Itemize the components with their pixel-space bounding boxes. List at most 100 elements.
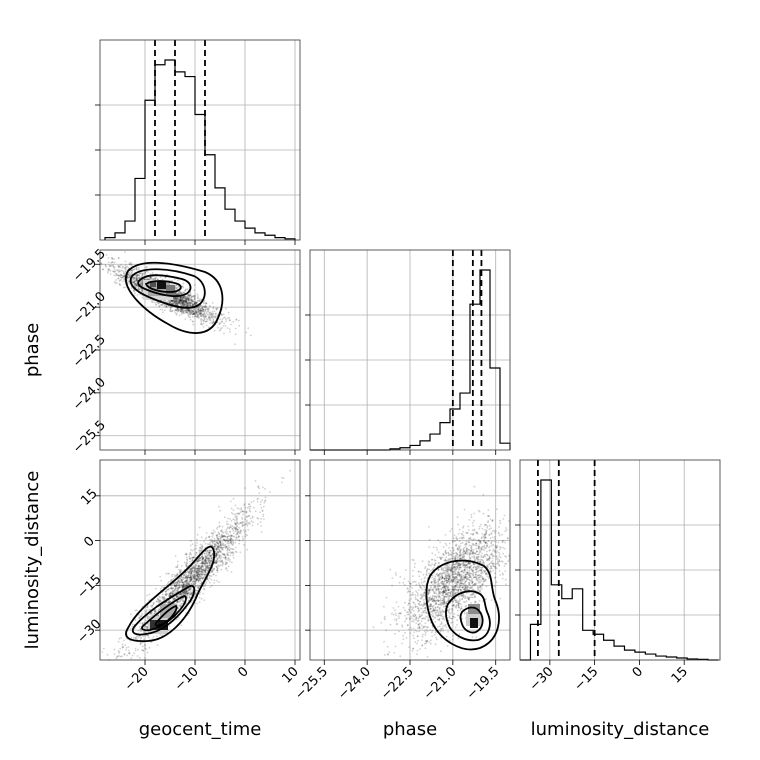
scatter-point (130, 636, 133, 639)
scatter-point (165, 306, 168, 309)
scatter-point (211, 316, 214, 319)
scatter-point (194, 581, 197, 584)
scatter-point (130, 264, 133, 266)
scatter-point (201, 558, 204, 561)
scatter-point (203, 305, 206, 308)
scatter-point (206, 562, 209, 564)
scatter-point (124, 250, 126, 253)
scatter-point (216, 528, 218, 530)
scatter-point (114, 270, 116, 273)
scatter-point (203, 310, 206, 313)
scatter-point (182, 303, 184, 306)
ticks-phase-hist (305, 314, 497, 455)
scatter-point (232, 532, 235, 535)
scatter-point (226, 530, 228, 533)
scatter-point (122, 275, 125, 278)
scatter-point (244, 533, 247, 536)
ticks-phase-vs-geocent-time: −25.5−24.0−22.5−21.0−19.5 (70, 246, 296, 457)
scatter-point (174, 586, 177, 588)
scatter-point (226, 327, 229, 329)
scatter-point (140, 283, 143, 286)
scatter-point (134, 284, 137, 287)
scatter-point (138, 656, 141, 659)
scatter-point (133, 280, 135, 283)
scatter-point (146, 605, 149, 608)
scatter-point (217, 326, 219, 329)
scatter-point (124, 644, 127, 646)
scatter-point (121, 655, 123, 657)
y-tick-label: −25.5 (70, 418, 109, 457)
scatter-point (189, 544, 192, 547)
scatter-point (228, 558, 231, 561)
scatter-point (198, 593, 201, 596)
scatter-point (118, 274, 121, 276)
scatter-point (209, 322, 212, 325)
scatter-point (208, 549, 211, 552)
scatter-point (253, 506, 255, 509)
scatter-point (170, 299, 173, 302)
scatter-point (136, 638, 139, 640)
scatter-point (200, 311, 203, 314)
scatter-point (220, 568, 223, 571)
scatter-point (175, 287, 177, 289)
scatter-point (178, 290, 181, 293)
scatter-point (105, 265, 108, 268)
scatter-point (210, 315, 212, 318)
scatter-point (189, 294, 192, 296)
scatter-point (184, 289, 186, 292)
scatter-point (204, 309, 207, 312)
scatter-point (183, 561, 186, 564)
scatter-point (171, 299, 174, 302)
data-phase-vs-geocent-time (99, 250, 252, 346)
scatter-point (183, 297, 186, 300)
scatter-point (203, 312, 206, 315)
scatter-point (488, 534, 490, 536)
scatter-point (201, 560, 204, 563)
scatter-point (176, 287, 178, 290)
scatter-point (221, 318, 224, 320)
scatter-point (252, 500, 255, 502)
scatter-point (161, 304, 164, 306)
scatter-point (191, 300, 193, 303)
scatter-point (102, 268, 105, 271)
scatter-point (216, 569, 219, 571)
scatter-point (213, 579, 216, 582)
scatter-point (203, 315, 205, 317)
scatter-point (179, 299, 182, 301)
scatter-point (423, 630, 426, 633)
scatter-point (118, 650, 121, 653)
scatter-point (203, 312, 206, 314)
scatter-point (199, 557, 201, 560)
scatter-point (151, 278, 153, 280)
scatter-point (242, 513, 245, 516)
scatter-point (257, 523, 259, 525)
scatter-point (160, 303, 162, 306)
scatter-point (223, 516, 226, 518)
scatter-point (207, 579, 210, 582)
scatter-point (155, 587, 157, 590)
scatter-point (200, 322, 203, 325)
scatter-point (181, 308, 184, 311)
scatter-point (199, 312, 202, 315)
scatter-point (227, 517, 230, 520)
scatter-point (197, 313, 200, 316)
scatter-point (208, 551, 211, 554)
scatter-point (201, 314, 204, 316)
scatter-point (148, 608, 151, 611)
scatter-point (437, 539, 440, 542)
scatter-point (248, 507, 251, 510)
scatter-point (120, 274, 123, 277)
scatter-point (187, 315, 190, 318)
scatter-point (225, 320, 228, 323)
scatter-point (241, 510, 244, 513)
scatter-point (126, 277, 129, 279)
scatter-point (172, 299, 174, 302)
scatter-point (205, 312, 208, 315)
scatter-point (212, 307, 215, 310)
scatter-point (259, 501, 262, 503)
scatter-point (132, 636, 135, 639)
scatter-point (269, 491, 271, 493)
scatter-point (232, 552, 235, 555)
scatter-point (196, 602, 198, 605)
scatter-point (123, 272, 125, 275)
